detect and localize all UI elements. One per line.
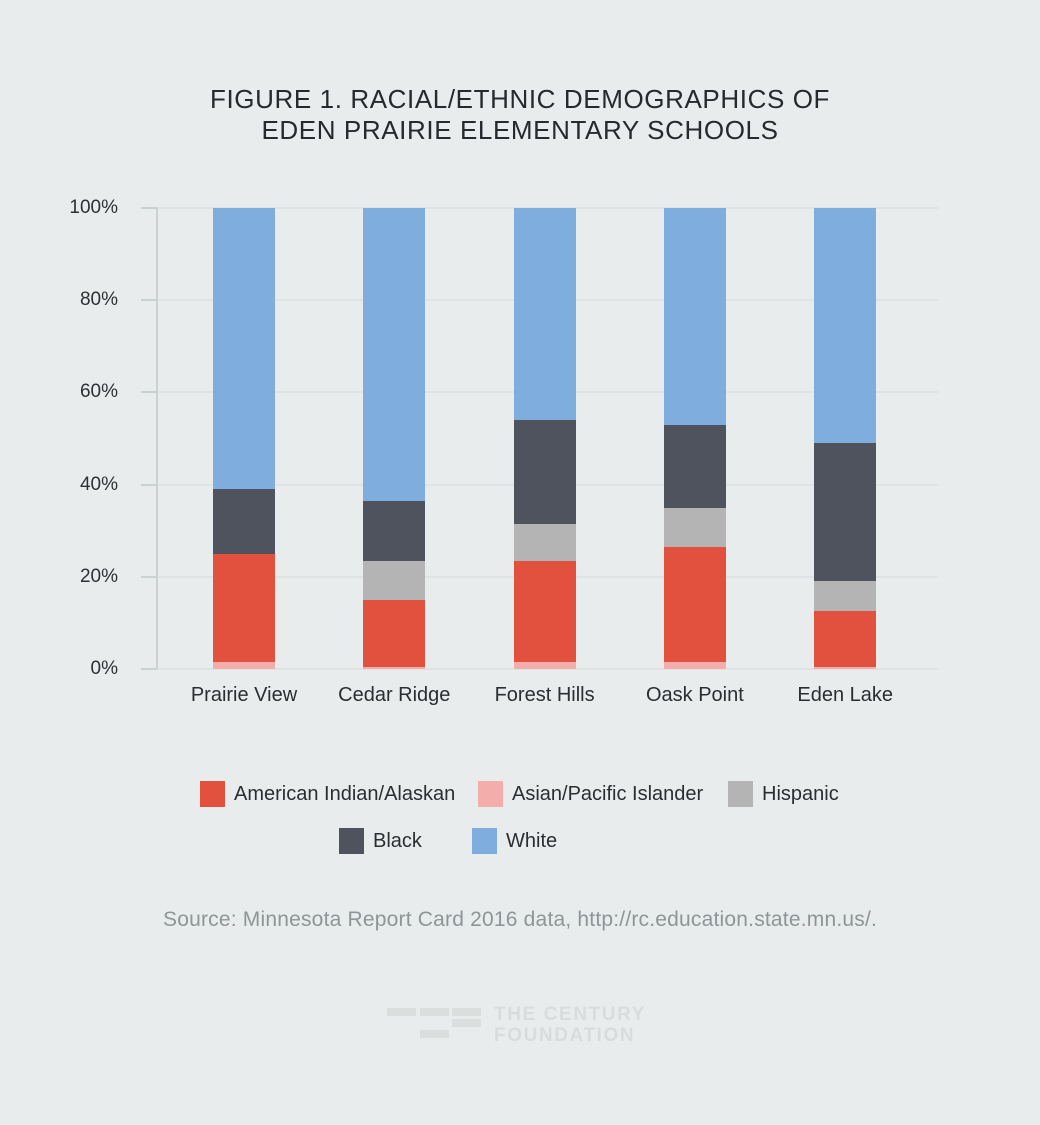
bar-segment-white: [814, 208, 877, 444]
bar-segment-asian-pacific-islander: [213, 662, 275, 669]
bar-segment-asian-pacific-islander: [814, 666, 877, 669]
logo-mark-icon: [452, 1019, 481, 1027]
y-axis-line: [156, 208, 158, 669]
bar-segment-black: [814, 443, 877, 582]
bar-segment-black: [663, 424, 726, 508]
legend-swatch-hispanic: [728, 781, 753, 807]
bar-segment-white: [213, 208, 275, 490]
logo-mark-icon: [452, 1008, 481, 1016]
bar-segment-black: [513, 420, 576, 524]
bar-segment-american-indian-alaskan: [363, 599, 426, 667]
logo-text-line1: THE CENTURY: [494, 1004, 647, 1025]
bar-segment-hispanic: [663, 507, 726, 547]
bar-segment-asian-pacific-islander: [663, 662, 726, 669]
source-citation: Source: Minnesota Report Card 2016 data,…: [162, 908, 878, 931]
y-axis-tick: [141, 207, 157, 209]
bar-segment-white: [663, 208, 726, 425]
legend-swatch-black: [339, 828, 364, 854]
y-axis-tick: [141, 391, 157, 394]
x-category-label: Eden Lake: [797, 684, 893, 706]
y-axis-tick: [141, 668, 157, 670]
bar-segment-american-indian-alaskan: [663, 546, 726, 663]
legend-label: Hispanic: [762, 783, 839, 805]
bar-segment-black: [213, 489, 275, 554]
y-tick-label: 60%: [79, 381, 118, 403]
y-tick-label: 40%: [79, 473, 118, 495]
logo-mark-icon: [420, 1030, 449, 1038]
y-axis-tick: [141, 483, 157, 486]
figure-title-line1: FIGURE 1. RACIAL/ETHNIC DEMOGRAPHICS OF: [209, 84, 831, 114]
bar-segment-asian-pacific-islander: [513, 662, 576, 669]
bar-segment-american-indian-alaskan: [213, 553, 275, 663]
legend-label: White: [506, 830, 558, 852]
bar-segment-white: [513, 208, 576, 421]
bar-segment-white: [363, 208, 426, 501]
legend-label: Black: [373, 830, 422, 852]
y-tick-label: 80%: [79, 289, 118, 311]
x-category-label: Forest Hills: [494, 684, 595, 706]
legend-label: American Indian/Alaskan: [234, 783, 456, 805]
bar-segment-hispanic: [513, 523, 576, 561]
x-category-label: Cedar Ridge: [338, 684, 451, 706]
bar-segment-american-indian-alaskan: [814, 611, 877, 667]
logo-mark-icon: [387, 1008, 416, 1016]
grid-line: [157, 668, 938, 670]
figure-title: FIGURE 1. RACIAL/ETHNIC DEMOGRAPHICS OF …: [0, 84, 1040, 146]
y-tick-label: 100%: [69, 197, 118, 218]
bar-segment-hispanic: [814, 581, 877, 612]
y-tick-label: 0%: [90, 658, 118, 679]
y-axis-tick: [141, 575, 157, 578]
y-axis-tick: [141, 299, 157, 302]
bar-segment-hispanic: [363, 560, 426, 600]
x-category-label: Oask Point: [645, 684, 744, 706]
bar-segment-black: [363, 500, 426, 561]
legend-label: Asian/Pacific Islander: [512, 783, 704, 805]
bar-segment-asian-pacific-islander: [363, 666, 426, 669]
legend-swatch-asian-pacific-islander: [478, 781, 503, 807]
legend-swatch-american-indian-alaskan: [200, 781, 225, 807]
y-tick-label: 20%: [79, 565, 118, 587]
logo-mark-icon: [420, 1008, 449, 1016]
bar-segment-american-indian-alaskan: [513, 560, 576, 663]
legend-swatch-white: [472, 828, 497, 854]
logo-text-line2: FOUNDATION: [494, 1025, 636, 1046]
x-category-label: Prairie View: [190, 684, 298, 706]
figure-title-line2: EDEN PRAIRIE ELEMENTARY SCHOOLS: [261, 115, 779, 145]
